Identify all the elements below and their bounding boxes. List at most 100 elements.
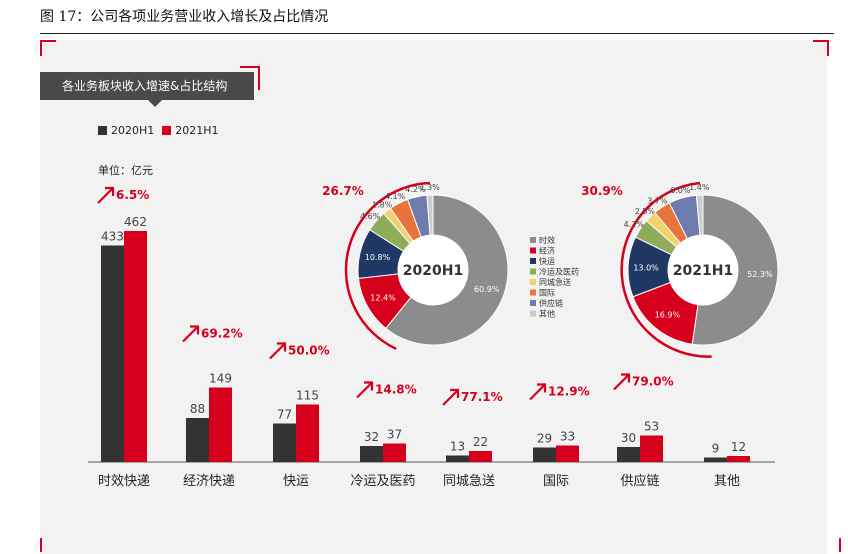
value-label-2020-5: 29 bbox=[537, 432, 552, 446]
donut-2-outer-arc bbox=[620, 181, 712, 358]
growth-label-4: 77.1% bbox=[461, 390, 503, 404]
donut-2-label-5: 3.7% bbox=[647, 197, 668, 206]
bar-2020-7 bbox=[704, 457, 727, 462]
legend-label-2020: 2020H1 bbox=[111, 124, 155, 137]
donut-2-label-0: 52.3% bbox=[747, 270, 773, 279]
growth-label-3: 14.8% bbox=[375, 383, 417, 397]
donut-1-label-1: 12.4% bbox=[370, 293, 396, 302]
bar-2020-2 bbox=[273, 423, 296, 462]
pie-legend-label-7: 其他 bbox=[539, 309, 555, 319]
value-label-2021-1: 149 bbox=[209, 372, 232, 386]
panel-title: 各业务板块收入增速&占比结构 bbox=[40, 72, 254, 100]
bar-2020-6 bbox=[617, 447, 640, 462]
category-label-0: 时效快递 bbox=[98, 474, 150, 489]
growth-label-0: 6.5% bbox=[116, 188, 149, 202]
donut-2-label-3: 4.2% bbox=[624, 220, 645, 229]
donut-1-label-3: 4.6% bbox=[360, 212, 381, 221]
growth-arrow-3 bbox=[356, 382, 372, 399]
growth-arrow-head-4 bbox=[450, 388, 460, 398]
legend-swatch-2021 bbox=[162, 126, 172, 135]
pie-legend-swatch-2 bbox=[530, 258, 536, 264]
unit-label: 单位：亿元 bbox=[98, 164, 153, 177]
donut-2-outer-label: 30.9% bbox=[581, 184, 623, 198]
growth-label-2: 50.0% bbox=[288, 344, 330, 358]
category-label-7: 其他 bbox=[714, 474, 740, 489]
corner-top-right bbox=[813, 40, 829, 56]
pie-legend-label-3: 冷运及医药 bbox=[539, 267, 579, 277]
donut-1-label-4: 1.8% bbox=[372, 200, 393, 209]
bar-2021-3 bbox=[383, 443, 406, 462]
donut-2-hole bbox=[668, 235, 738, 305]
donut-1-hole bbox=[398, 235, 468, 305]
donut-2-label-1: 16.9% bbox=[655, 310, 681, 319]
value-label-2021-2: 115 bbox=[296, 389, 319, 403]
bar-2020-0 bbox=[101, 245, 124, 462]
value-label-2020-3: 32 bbox=[364, 430, 379, 444]
legend-item-2020: 2020H1 bbox=[98, 124, 154, 137]
donut-1-label-0: 60.9% bbox=[474, 285, 500, 294]
value-label-2020-2: 77 bbox=[277, 408, 292, 422]
value-label-2020-6: 30 bbox=[621, 431, 636, 445]
pie-legend-label-6: 供应链 bbox=[539, 298, 563, 308]
bar-2020-5 bbox=[533, 447, 556, 462]
growth-label-5: 12.9% bbox=[548, 385, 590, 399]
pie-legend-label-1: 经济 bbox=[539, 246, 555, 256]
donut-1-label-5: 4.1% bbox=[385, 192, 406, 201]
category-label-5: 国际 bbox=[543, 474, 569, 489]
value-label-2021-4: 22 bbox=[473, 435, 488, 449]
value-label-2021-6: 53 bbox=[644, 420, 659, 434]
value-label-2020-4: 13 bbox=[450, 440, 465, 454]
bar-2020-1 bbox=[186, 418, 209, 462]
value-label-2020-0: 433 bbox=[101, 230, 124, 244]
donut-2-label-4: 2.5% bbox=[635, 207, 656, 216]
pie-legend-label-2: 快运 bbox=[539, 256, 555, 266]
legend-label-2021: 2021H1 bbox=[175, 124, 219, 137]
value-label-2021-3: 37 bbox=[387, 428, 402, 442]
pie-legend-label-4: 同城急送 bbox=[539, 277, 571, 287]
value-label-2021-5: 33 bbox=[560, 430, 575, 444]
donut-2-label-6: 6.0% bbox=[670, 186, 691, 195]
donut-2-label-2: 13.0% bbox=[633, 263, 659, 272]
donut-1-label-7: 1.3% bbox=[419, 183, 440, 192]
donut-1-center-label: 2020H1 bbox=[403, 263, 463, 279]
growth-arrow-head-0 bbox=[105, 186, 115, 196]
growth-arrow-head-6 bbox=[621, 373, 631, 383]
growth-arrow-6 bbox=[613, 374, 629, 391]
bar-2021-7 bbox=[727, 456, 750, 462]
title-accent bbox=[240, 66, 260, 90]
category-label-3: 冷运及医药 bbox=[350, 474, 415, 489]
growth-arrow-4 bbox=[442, 390, 458, 406]
bar-2021-2 bbox=[296, 404, 319, 462]
pie-legend-swatch-4 bbox=[530, 279, 536, 285]
donut-1-outer-label: 26.7% bbox=[322, 184, 364, 198]
corner-bottom-left bbox=[40, 538, 56, 552]
donut-1-label-6: 4.2% bbox=[405, 185, 426, 194]
value-label-2020-7: 9 bbox=[712, 442, 720, 456]
bar-2020-4 bbox=[446, 455, 469, 462]
growth-arrow-head-5 bbox=[537, 383, 547, 393]
value-label-2021-7: 12 bbox=[731, 440, 746, 454]
donut-2-center-label: 2021H1 bbox=[673, 263, 733, 279]
growth-arrow-1 bbox=[182, 326, 198, 343]
bar-2020-3 bbox=[360, 446, 383, 462]
growth-label-1: 69.2% bbox=[201, 327, 243, 341]
bar-2021-6 bbox=[640, 435, 663, 462]
category-label-4: 同城急送 bbox=[443, 474, 495, 489]
caption-rule bbox=[40, 33, 834, 34]
donut-2-label-7: 1.4% bbox=[689, 183, 710, 192]
growth-arrow-head-1 bbox=[190, 325, 200, 335]
bar-2021-5 bbox=[556, 445, 579, 462]
pie-legend-swatch-6 bbox=[530, 300, 536, 306]
figure-caption: 图 17：公司各项业务营业收入增长及占比情况 bbox=[40, 9, 329, 25]
pie-legend-label-5: 国际 bbox=[539, 289, 555, 298]
value-label-2021-0: 462 bbox=[124, 215, 147, 229]
legend-item-2021: 2021H1 bbox=[162, 124, 219, 137]
growth-label-6: 79.0% bbox=[632, 375, 674, 389]
corner-bottom-right bbox=[825, 538, 841, 552]
donut-1-label-2: 10.8% bbox=[365, 253, 391, 262]
bar-2021-0 bbox=[124, 231, 147, 462]
pie-legend-swatch-0 bbox=[530, 237, 536, 243]
title-pointer bbox=[148, 100, 162, 107]
category-label-1: 经济快递 bbox=[183, 474, 235, 489]
